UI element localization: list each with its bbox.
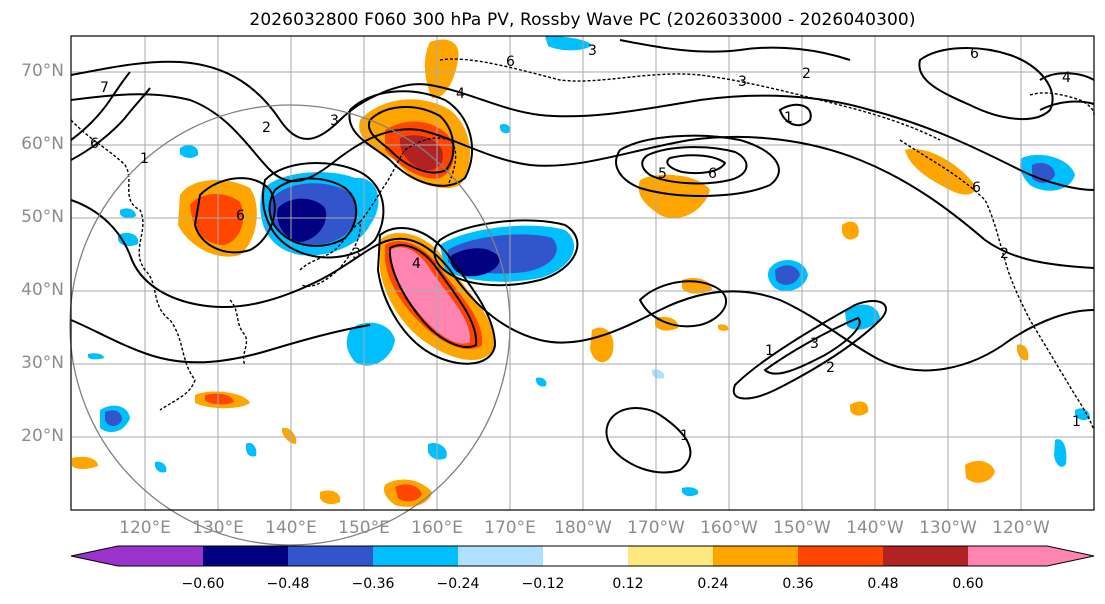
svg-text:5: 5 (658, 166, 667, 182)
svg-text:6: 6 (236, 208, 245, 224)
colorbar-tick-060: 0.60 (952, 576, 984, 592)
svg-text:3: 3 (588, 43, 597, 59)
colorbar-tick-012: 0.12 (612, 576, 644, 592)
map-frame (70, 35, 1095, 511)
colorbar-swatch-7 (628, 546, 713, 566)
colorbar-swatch-3 (288, 546, 373, 566)
lon-label-160w: 160°W (700, 518, 758, 538)
svg-text:4: 4 (1062, 70, 1071, 86)
negative-anomaly-japan-min (277, 198, 327, 242)
colorbar-tick-neg012: −0.12 (521, 576, 565, 592)
lat-label-40n: 40°N (21, 280, 64, 300)
lat-label-30n: 30°N (21, 353, 64, 373)
lon-label-120e: 120°E (119, 518, 171, 538)
positive-anomaly-kuroshio-max (390, 247, 471, 344)
colorbar-tick-024: 0.24 (697, 576, 729, 592)
lon-label-130w: 130°W (919, 518, 977, 538)
positive-anomaly-okhotsk-max (399, 135, 443, 171)
lon-label-150e: 150°E (338, 518, 390, 538)
colorbar-swatch-5 (458, 546, 543, 566)
svg-text:3: 3 (352, 246, 361, 262)
map-title: 2026032800 F060 300 hPa PV, Rossby Wave … (249, 10, 916, 30)
colorbar-swatch-1 (118, 546, 203, 566)
svg-text:7: 7 (100, 80, 109, 96)
lon-label-130e: 130°E (192, 518, 244, 538)
svg-text:6: 6 (506, 54, 515, 70)
svg-text:4: 4 (456, 86, 465, 102)
negative-anomaly-north-pacific-min (450, 248, 500, 277)
lat-label-20n: 20°N (21, 426, 64, 446)
graticule (71, 36, 1094, 510)
contour-labels: 2 3 4 6 3 1 2 5 6 1 3 2 1 2 6 6 1 7 1 6 … (90, 43, 1081, 444)
colorbar (70, 545, 1095, 567)
svg-text:1: 1 (680, 428, 689, 444)
lon-label-120w: 120°W (992, 518, 1050, 538)
colorbar-swatch-10 (883, 546, 968, 566)
colorbar-max-extend (1047, 546, 1094, 566)
positive-anomaly-arctic (424, 39, 459, 99)
colorbar-tick-036: 0.36 (782, 576, 814, 592)
colorbar-swatch-9 (798, 546, 883, 566)
svg-text:6: 6 (970, 46, 979, 62)
svg-text:1: 1 (765, 343, 774, 359)
colorbar-tick-neg024: −0.24 (436, 576, 480, 592)
pv-shading (72, 36, 1090, 507)
colorbar-swatch-2 (203, 546, 288, 566)
colorbar-tick-048: 0.48 (867, 576, 899, 592)
lat-label-60n: 60°N (21, 134, 64, 154)
svg-text:2: 2 (826, 360, 835, 376)
colorbar-tick-neg048: −0.48 (266, 576, 310, 592)
lon-label-150w: 150°W (773, 518, 831, 538)
lat-label-50n: 50°N (21, 207, 64, 227)
lon-label-140w: 140°W (846, 518, 904, 538)
lon-label-170e: 170°E (484, 518, 536, 538)
lat-label-70n: 70°N (21, 61, 64, 81)
colorbar-swatch-6 (543, 546, 628, 566)
svg-text:1: 1 (784, 110, 793, 126)
svg-text:6: 6 (90, 136, 99, 152)
lon-label-140e: 140°E (265, 518, 317, 538)
colorbar-min-extend (71, 546, 118, 566)
svg-text:3: 3 (330, 113, 339, 129)
colorbar-swatch-8 (713, 546, 798, 566)
svg-text:6: 6 (708, 166, 717, 182)
svg-text:2: 2 (1000, 246, 1009, 262)
lon-label-160e: 160°E (411, 518, 463, 538)
svg-text:6: 6 (972, 180, 981, 196)
colorbar-swatch-11 (968, 546, 1047, 566)
colorbar-tick-neg036: −0.36 (351, 576, 395, 592)
lon-label-180w: 180°W (554, 518, 612, 538)
colorbar-tick-neg060: −0.60 (181, 576, 225, 592)
svg-text:2: 2 (262, 120, 271, 136)
colorbar-swatch-4 (373, 546, 458, 566)
positive-anomaly-mongolia-core (190, 194, 244, 246)
svg-text:2: 2 (802, 66, 811, 82)
lon-label-170w: 170°W (627, 518, 685, 538)
pv-contours (70, 39, 1095, 474)
svg-text:3: 3 (738, 74, 747, 90)
svg-text:4: 4 (412, 256, 421, 272)
svg-text:3: 3 (810, 336, 819, 352)
colorbar-outline (70, 545, 1095, 567)
radius-circle (69, 104, 511, 546)
svg-text:1: 1 (1072, 414, 1081, 430)
svg-text:1: 1 (140, 151, 149, 167)
